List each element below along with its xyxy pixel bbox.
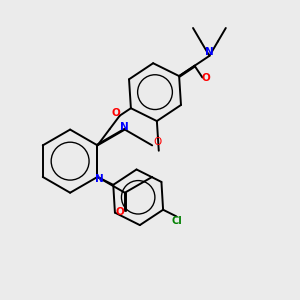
Text: N: N	[95, 174, 104, 184]
Text: O: O	[112, 108, 120, 118]
Text: Cl: Cl	[171, 216, 182, 226]
Text: N: N	[120, 122, 129, 132]
Text: N: N	[205, 47, 214, 57]
Text: O: O	[154, 137, 162, 147]
Text: O: O	[202, 73, 211, 82]
Text: O: O	[116, 207, 125, 217]
